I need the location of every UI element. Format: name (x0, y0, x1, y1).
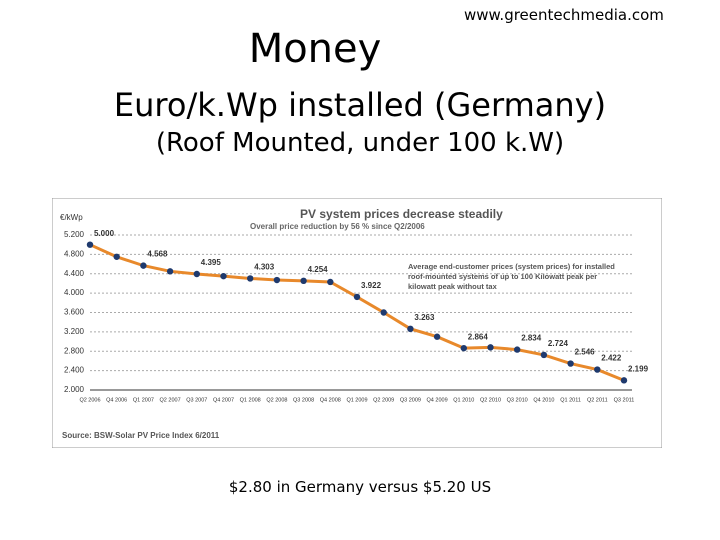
y-tick-label: 2.000 (64, 385, 85, 394)
value-label: 3.263 (414, 313, 435, 322)
x-tick-label: Q3 2011 (614, 397, 635, 403)
source-url: www.greentechmedia.com (464, 6, 664, 24)
marker (380, 309, 387, 316)
marker (273, 276, 281, 284)
chart-subtitle: Overall price reduction by 56 % since Q2… (250, 222, 425, 231)
x-tick-label: Q4 2009 (427, 397, 448, 403)
x-tick-label: Q1 2011 (560, 397, 581, 403)
y-tick-label: 2.800 (64, 346, 85, 355)
slide-subtitle2: (Roof Mounted, under 100 k.W) (155, 128, 565, 158)
chart-title: PV system prices decrease steadily (300, 207, 503, 221)
marker (514, 346, 521, 353)
value-label: 4.303 (254, 263, 275, 272)
x-tick-label: Q2 2008 (266, 397, 287, 403)
x-tick-label: Q4 2007 (213, 397, 234, 403)
value-label: 5.000 (94, 229, 115, 238)
marker (220, 272, 227, 280)
y-tick-label: 5.200 (64, 230, 85, 239)
value-label: 2.546 (575, 348, 596, 357)
value-label: 4.395 (201, 258, 222, 267)
value-label: 2.422 (601, 354, 622, 363)
x-tick-label: Q4 2008 (320, 397, 341, 403)
marker (487, 344, 494, 351)
marker (86, 241, 94, 248)
caption: $2.80 in Germany versus $5.20 US (228, 478, 492, 496)
x-tick-label: Q3 2008 (293, 397, 314, 403)
x-tick-label: Q2 2009 (373, 397, 394, 403)
marker (540, 351, 548, 359)
x-tick-label: Q4 2010 (533, 397, 554, 403)
value-label: 2.199 (628, 364, 649, 373)
marker (300, 277, 307, 285)
marker (567, 360, 574, 367)
marker (327, 278, 334, 286)
marker (407, 325, 414, 333)
marker (620, 377, 628, 384)
marker (594, 366, 601, 373)
source: Source: BSW-Solar PV Price Index 6/2011 (62, 431, 220, 440)
chart-frame (52, 198, 662, 448)
x-tick-label: Q3 2007 (186, 397, 207, 403)
value-label: 4.568 (147, 250, 168, 259)
marker (353, 293, 361, 301)
value-label: 4.254 (308, 265, 329, 274)
slide-title: Money (0, 26, 720, 72)
x-tick-label: Q2 2006 (79, 397, 100, 403)
marker (166, 268, 174, 275)
title-text: Money (248, 26, 382, 72)
x-tick-label: Q3 2010 (507, 397, 528, 403)
y-axis-label: €/kWp (60, 213, 83, 222)
x-tick-label: Q2 2007 (160, 397, 181, 403)
value-label: 3.922 (361, 281, 382, 290)
y-tick-label: 3.600 (64, 308, 85, 317)
value-label: 2.724 (548, 339, 569, 348)
x-tick-label: Q1 2008 (240, 397, 261, 403)
chart: PV system prices decrease steadily Overa… (52, 198, 662, 448)
marker (140, 262, 147, 269)
x-tick-label: Q1 2007 (133, 397, 154, 403)
x-tick-label: Q1 2010 (453, 397, 474, 403)
x-tick-label: Q1 2009 (346, 397, 367, 403)
x-tick-label: Q2 2011 (587, 397, 608, 403)
y-tick-label: 4.800 (64, 249, 85, 258)
x-tick-label: Q2 2010 (480, 397, 501, 403)
x-tick-label: Q4 2006 (106, 397, 127, 403)
marker (193, 270, 200, 278)
x-tick-label: Q3 2009 (400, 397, 421, 403)
value-label: 2.834 (521, 334, 542, 343)
marker (113, 253, 120, 260)
marker (433, 333, 441, 340)
y-tick-label: 2.400 (64, 366, 85, 375)
y-tick-label: 4.000 (64, 288, 85, 297)
annotation: Average end-customer prices (system pric… (408, 262, 615, 291)
y-tick-label: 4.400 (64, 269, 85, 278)
y-tick-label: 3.200 (64, 327, 85, 336)
marker (460, 344, 467, 352)
slide-subtitle: Euro/k.Wp installed (Germany) (113, 86, 607, 124)
annotation-box: Average end-customer prices (system pric… (408, 262, 615, 291)
value-label: 2.864 (468, 332, 489, 341)
marker (247, 275, 254, 282)
